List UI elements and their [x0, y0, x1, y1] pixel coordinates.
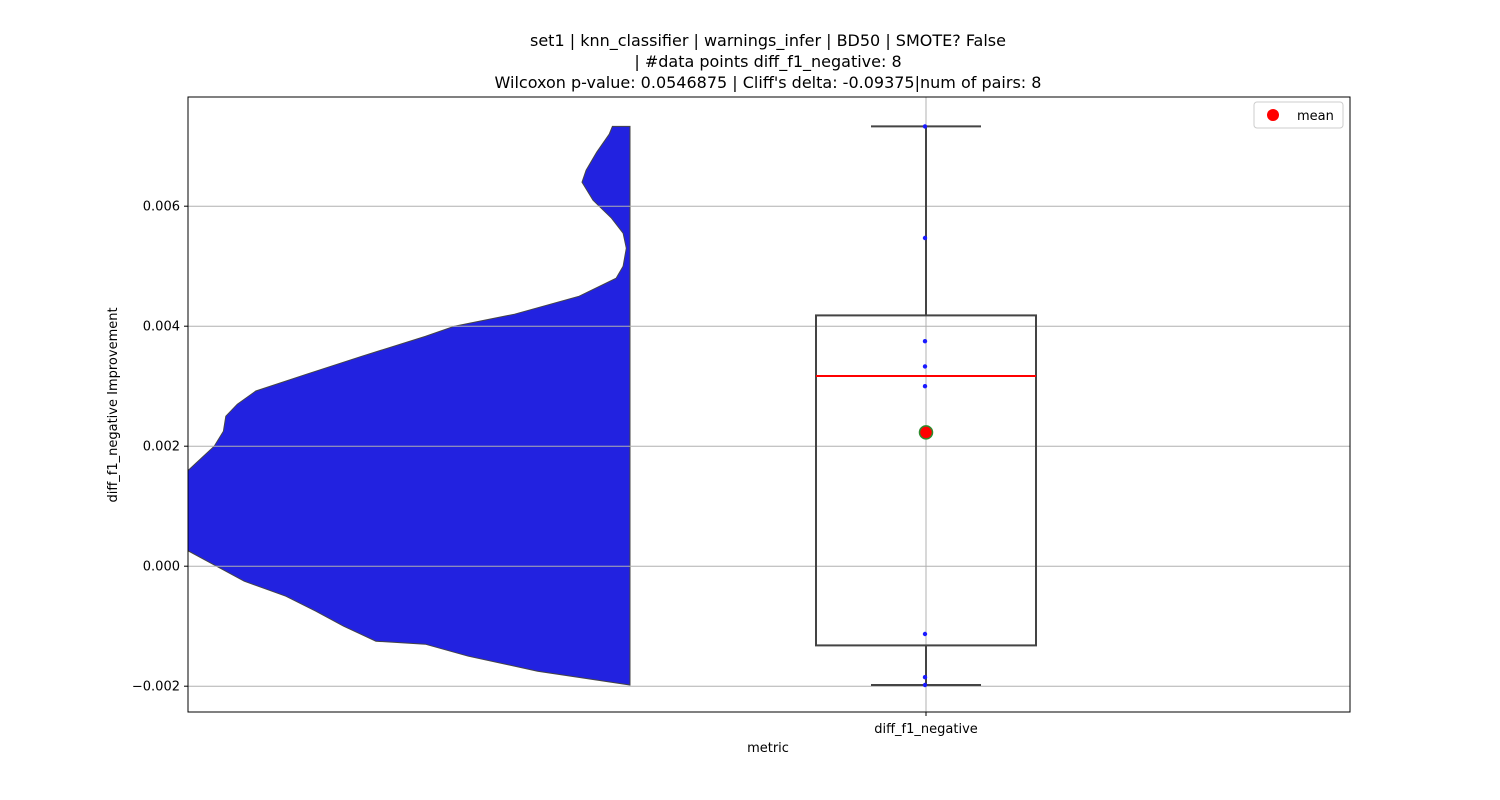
- grid-lines: [188, 97, 1350, 712]
- x-tick-label: diff_f1_negative: [874, 722, 978, 737]
- title-line-2: | #data points diff_f1_negative: 8: [634, 52, 901, 72]
- data-point: [922, 235, 928, 241]
- legend-box: [1253, 101, 1344, 129]
- data-point: [922, 682, 928, 688]
- legend-mean-label: mean: [1297, 109, 1334, 124]
- violin-plot: [188, 125, 631, 686]
- data-point: [922, 364, 928, 369]
- violin-body: [188, 125, 631, 686]
- y-tick-label: 0.000: [143, 560, 180, 575]
- x-axis-label: metric: [747, 741, 789, 756]
- y-tick-label: 0.004: [143, 320, 180, 335]
- y-tick-label: −0.002: [132, 680, 180, 695]
- title-line-3: Wilcoxon p-value: 0.0546875 | Cliff's de…: [495, 73, 1042, 92]
- data-point: [922, 675, 928, 680]
- legend-mean-marker: [1267, 109, 1279, 121]
- chart-title: set1 | knn_classifier | warnings_infer |…: [495, 31, 1042, 92]
- data-points: [918, 124, 934, 688]
- box-plot: [815, 125, 1037, 686]
- legend: mean: [1253, 101, 1344, 129]
- y-tick-label: 0.002: [143, 440, 180, 455]
- mean-marker: [918, 425, 934, 440]
- y-axis-ticks: −0.002 0.000 0.002 0.004 0.006: [132, 200, 188, 695]
- y-axis-label: diff_f1_negative Improvement: [106, 307, 121, 502]
- title-line-1: set1 | knn_classifier | warnings_infer |…: [530, 31, 1006, 51]
- data-point: [922, 631, 928, 637]
- y-tick-label: 0.006: [143, 200, 180, 215]
- data-point: [922, 339, 928, 344]
- plot-frame: [187, 96, 1351, 713]
- box-iqr: [815, 314, 1037, 647]
- data-point: [922, 124, 928, 129]
- x-axis-ticks: diff_f1_negative: [874, 712, 978, 737]
- data-point: [922, 384, 928, 389]
